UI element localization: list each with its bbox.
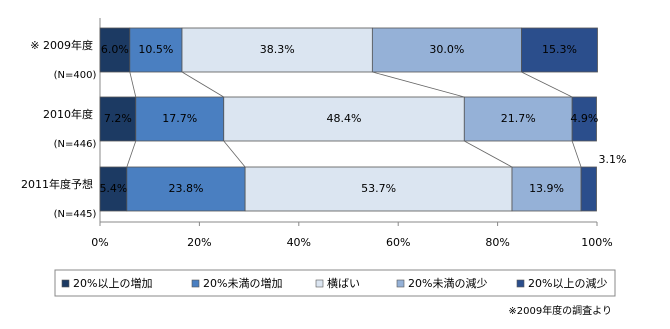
legend-box bbox=[54, 269, 616, 297]
category-note: (N=445) bbox=[54, 209, 97, 220]
value-label: 4.9% bbox=[570, 112, 598, 125]
legend-label: 20%以上の減少 bbox=[528, 276, 607, 290]
category-label: ※ 2009年度 bbox=[30, 38, 93, 52]
bar-segment bbox=[129, 27, 183, 73]
connector-line bbox=[372, 71, 465, 98]
footnote: ※2009年度の調査より bbox=[508, 304, 612, 317]
bar-segment bbox=[571, 96, 597, 142]
bar-segment bbox=[371, 27, 522, 73]
category-label: 2010年度 bbox=[43, 107, 93, 121]
category-label: 2011年度予想 bbox=[21, 177, 93, 191]
value-label: 53.7% bbox=[361, 182, 396, 195]
value-label: 17.7% bbox=[162, 112, 197, 125]
bar-segment bbox=[580, 166, 597, 212]
category-note: (N=446) bbox=[54, 139, 97, 150]
connector-line bbox=[126, 140, 137, 168]
value-label: 13.9% bbox=[529, 182, 564, 195]
value-label: 3.1% bbox=[599, 153, 627, 166]
x-tick-label: 80% bbox=[485, 236, 509, 249]
legend-marker bbox=[191, 279, 200, 288]
legend-marker bbox=[396, 279, 405, 288]
bar-segment bbox=[521, 27, 598, 73]
x-tick-label: 100% bbox=[581, 236, 612, 249]
connector-line bbox=[464, 140, 513, 168]
bar-segment bbox=[223, 96, 465, 142]
bar-segment bbox=[181, 27, 373, 73]
legend-label: 横ばい bbox=[327, 276, 360, 290]
bar-segment bbox=[99, 27, 131, 73]
x-tick-label: 60% bbox=[386, 236, 410, 249]
connector-line bbox=[571, 140, 582, 168]
value-label: 7.2% bbox=[104, 112, 132, 125]
bar-segment bbox=[244, 166, 513, 212]
legend-label: 20%未満の増加 bbox=[203, 277, 282, 290]
bar-segment bbox=[99, 96, 137, 142]
x-tick-label: 40% bbox=[287, 236, 311, 249]
value-label: 48.4% bbox=[327, 112, 362, 125]
connector-line bbox=[521, 71, 573, 98]
x-tick-label: 20% bbox=[187, 236, 211, 249]
legend-marker bbox=[61, 279, 70, 288]
legend-marker bbox=[516, 279, 525, 288]
legend-label: 20%以上の増加 bbox=[73, 277, 152, 290]
value-label: 21.7% bbox=[501, 112, 536, 125]
value-label: 15.3% bbox=[542, 43, 577, 56]
legend-marker bbox=[315, 279, 324, 288]
bar-segment bbox=[463, 96, 573, 142]
x-tick-label: 0% bbox=[91, 236, 108, 249]
value-label: 5.4% bbox=[99, 182, 127, 195]
bar-segment bbox=[511, 166, 582, 212]
connector-line bbox=[129, 71, 137, 98]
value-label: 23.8% bbox=[169, 182, 204, 195]
value-label: 30.0% bbox=[429, 43, 464, 56]
category-note: (N=400) bbox=[54, 70, 97, 81]
value-label: 38.3% bbox=[260, 43, 295, 56]
bar-segment bbox=[126, 166, 246, 212]
value-label: 10.5% bbox=[138, 43, 173, 56]
value-label: 6.0% bbox=[101, 43, 129, 56]
connector-line bbox=[223, 140, 246, 168]
legend-label: 20%未満の減少 bbox=[408, 276, 487, 290]
connector-line bbox=[181, 71, 224, 98]
